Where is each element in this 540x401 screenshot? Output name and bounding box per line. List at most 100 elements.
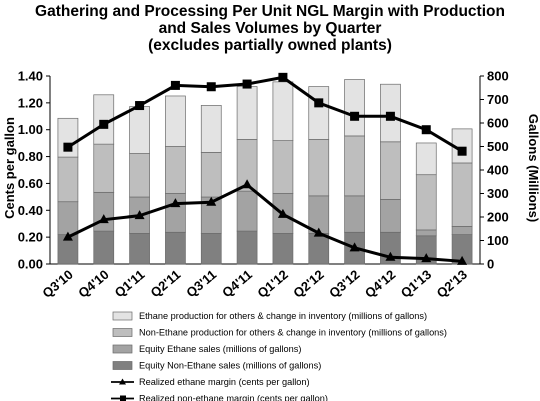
y2-tick-label: 400 <box>487 163 509 178</box>
bar-segment <box>415 142 437 176</box>
chart-title-line-1: Gathering and Processing Per Unit NGL Ma… <box>35 3 505 20</box>
x-tick-label: Q1'12 <box>254 267 290 301</box>
bar-segment <box>308 233 330 265</box>
ethane-margin-point <box>313 227 324 237</box>
ethane-margin-point <box>62 231 73 241</box>
y2-tick-label: 200 <box>487 210 509 225</box>
ethane-margin-point <box>206 196 217 206</box>
x-tick-label: Q3'11 <box>183 267 219 300</box>
x-tick-label: Q4'11 <box>219 267 255 300</box>
y2-tick-label: 700 <box>487 92 509 107</box>
bar-segment <box>129 106 150 154</box>
bar-segment <box>272 140 294 194</box>
y2-axis-title: Gallons (Millions) <box>526 114 540 222</box>
non-ethane-margin-line <box>67 75 463 153</box>
bar-segment <box>236 86 258 140</box>
bar-segment <box>415 229 437 237</box>
legend-marker <box>119 378 126 385</box>
ethane-margin-point <box>170 198 181 208</box>
bar-segment <box>200 152 222 198</box>
legend-label: Ethane production for others & change in… <box>139 311 427 321</box>
bar-segment <box>451 226 473 235</box>
bar-segment <box>236 190 258 232</box>
x-tick-label: Q4'12 <box>362 267 398 301</box>
non-ethane-margin-point <box>63 142 73 152</box>
x-tick-label: Q2'13 <box>434 267 470 301</box>
bar-segment <box>129 233 150 265</box>
bar-segment <box>415 174 437 231</box>
y-tick-label: 1.40 <box>18 69 43 84</box>
y-tick-label: 0.20 <box>18 230 43 245</box>
x-tick-label: Q2'12 <box>290 267 326 301</box>
x-tick-label: Q2'11 <box>148 267 184 300</box>
bar-segment <box>57 117 79 158</box>
bar-segment <box>165 231 186 265</box>
x-tick-label: Q3'10 <box>39 267 75 301</box>
y-tick-label: 0.00 <box>18 257 43 272</box>
bar-segment <box>344 135 365 197</box>
bar-segment <box>272 233 294 265</box>
bar-segment <box>380 199 401 233</box>
legend-label: Equity Non-Ethane sales (millions of gal… <box>139 361 321 371</box>
bar-segment <box>200 233 222 265</box>
non-ethane-margin-point <box>314 98 324 108</box>
bar-segment <box>344 79 365 137</box>
bar-segment <box>93 143 115 193</box>
chart-title-line-3: (excludes partially owned plants) <box>148 37 392 54</box>
x-tick-label: Q1'13 <box>398 267 434 301</box>
legend-marker <box>120 395 126 401</box>
bar-segment <box>165 95 186 147</box>
bar-segment <box>165 146 186 194</box>
y2-tick-label: 0 <box>487 257 494 272</box>
legend: Ethane production for others & change in… <box>111 311 447 401</box>
non-ethane-margin-point <box>99 119 109 129</box>
non-ethane-margin-point <box>242 79 252 89</box>
bar-segment <box>57 156 79 203</box>
chart-title-line-2: and Sales Volumes by Quarter <box>159 20 382 37</box>
bar-segment <box>380 141 401 200</box>
legend-swatch <box>112 311 133 321</box>
ethane-margin-point <box>421 253 432 263</box>
bar-segment <box>57 201 79 235</box>
ethane-margin-point <box>98 214 109 224</box>
bar-segment <box>236 230 258 265</box>
legend-swatch <box>112 361 133 370</box>
plot-area: 0.00 0.20 0.40 0.60 0.80 1.00 1.20 1.40 0 100 200 3… <box>18 69 509 301</box>
y2-tick-label: 300 <box>487 186 509 201</box>
legend-swatch <box>112 344 133 354</box>
non-ethane-margin-point <box>278 72 288 82</box>
bar-segment <box>344 195 365 233</box>
legend-label: Realized ethane margin (cents per gallon… <box>139 377 310 387</box>
non-ethane-margin-point <box>385 111 395 121</box>
bar-segment <box>93 191 115 232</box>
non-ethane-margin-point <box>206 82 216 92</box>
y-tick-label: 0.60 <box>18 176 43 191</box>
ethane-margin-point <box>242 179 253 189</box>
chart-title: Gathering and Processing Per Unit NGL Ma… <box>35 3 505 54</box>
non-ethane-margin-point <box>135 101 145 111</box>
y2-tick-label: 500 <box>487 139 509 154</box>
ethane-margin-line <box>67 183 463 263</box>
y2-tick-label: 100 <box>487 233 509 248</box>
non-ethane-margin-point <box>457 146 467 156</box>
y-tick-label: 1.20 <box>18 95 43 110</box>
x-tick-label: Q3'12 <box>326 267 362 301</box>
y-tick-label: 0.40 <box>18 203 43 218</box>
legend-label: Realized non-ethane margin (cents per ga… <box>139 394 328 401</box>
legend-swatch <box>112 328 133 337</box>
ethane-margin-point <box>134 210 145 220</box>
non-ethane-margin-point <box>421 125 431 135</box>
x-tick-label: Q1'11 <box>112 267 148 300</box>
ethane-margin-point <box>349 242 360 252</box>
y2-tick-label: 800 <box>487 69 509 84</box>
bar-segment <box>93 230 115 265</box>
bar-segment <box>129 153 150 198</box>
y-axis-title: Cents per gallon <box>2 117 17 219</box>
ethane-margin-point <box>277 208 288 218</box>
x-tick-label: Q4'10 <box>75 267 111 301</box>
bar-segment <box>308 139 330 197</box>
ethane-margin-point <box>457 255 468 265</box>
ethane-margin-point <box>385 251 396 261</box>
non-ethane-margin-point <box>170 80 180 90</box>
